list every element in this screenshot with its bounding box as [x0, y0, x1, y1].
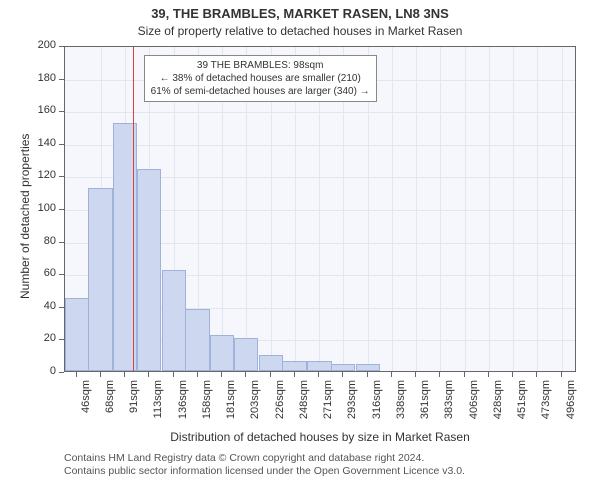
histogram-bar — [259, 355, 283, 371]
x-tick-label: 113sqm — [152, 380, 164, 430]
y-tick-label: 100 — [26, 202, 56, 214]
gridline-vertical — [489, 47, 490, 371]
x-tick-label: 226sqm — [274, 380, 286, 430]
annotation-line: ← 38% of detached houses are smaller (21… — [151, 72, 370, 85]
y-tick-mark — [59, 79, 64, 80]
x-tick-label: 158sqm — [201, 380, 213, 430]
x-tick-mark — [512, 372, 513, 377]
plot-area: 39 THE BRAMBLES: 98sqm← 38% of detached … — [64, 46, 576, 372]
x-tick-label: 293sqm — [346, 380, 358, 430]
chart-container: 39, THE BRAMBLES, MARKET RASEN, LN8 3NS … — [0, 0, 600, 500]
histogram-bar — [331, 364, 355, 371]
histogram-bar — [185, 309, 209, 371]
y-tick-mark — [59, 372, 64, 373]
x-tick-label: 181sqm — [225, 380, 237, 430]
y-tick-mark — [59, 144, 64, 145]
y-tick-label: 120 — [26, 169, 56, 181]
gridline-vertical — [513, 47, 514, 371]
y-tick-label: 20 — [26, 332, 56, 344]
gridline-vertical — [537, 47, 538, 371]
x-tick-mark — [367, 372, 368, 377]
x-tick-mark — [342, 372, 343, 377]
histogram-bar — [307, 361, 331, 371]
x-tick-label: 316sqm — [371, 380, 383, 430]
x-tick-mark — [488, 372, 489, 377]
y-tick-label: 160 — [26, 104, 56, 116]
gridline-vertical — [392, 47, 393, 371]
x-tick-mark — [439, 372, 440, 377]
reference-line — [133, 47, 134, 371]
gridline-vertical — [465, 47, 466, 371]
x-tick-label: 451sqm — [516, 380, 528, 430]
x-tick-label: 248sqm — [298, 380, 310, 430]
y-tick-mark — [59, 307, 64, 308]
x-tick-mark — [76, 372, 77, 377]
y-tick-mark — [59, 111, 64, 112]
x-tick-label: 338sqm — [395, 380, 407, 430]
x-tick-mark — [464, 372, 465, 377]
x-tick-mark — [173, 372, 174, 377]
annotation-line: 39 THE BRAMBLES: 98sqm — [151, 59, 370, 72]
y-tick-label: 40 — [26, 300, 56, 312]
histogram-bar — [282, 361, 306, 371]
x-tick-label: 496sqm — [565, 380, 577, 430]
gridline-vertical — [440, 47, 441, 371]
x-tick-mark — [221, 372, 222, 377]
x-tick-mark — [561, 372, 562, 377]
attribution: Contains HM Land Registry data © Crown c… — [64, 452, 465, 478]
x-tick-label: 406sqm — [468, 380, 480, 430]
histogram-bar — [356, 364, 380, 371]
histogram-bar — [88, 188, 112, 371]
x-tick-mark — [391, 372, 392, 377]
x-tick-mark — [148, 372, 149, 377]
x-tick-mark — [536, 372, 537, 377]
y-tick-label: 80 — [26, 235, 56, 247]
x-tick-label: 271sqm — [322, 380, 334, 430]
x-tick-label: 68sqm — [104, 380, 116, 430]
x-tick-label: 361sqm — [419, 380, 431, 430]
x-tick-mark — [245, 372, 246, 377]
x-tick-label: 136sqm — [177, 380, 189, 430]
x-tick-mark — [318, 372, 319, 377]
gridline-vertical — [416, 47, 417, 371]
gridline-vertical — [562, 47, 563, 371]
x-tick-mark — [197, 372, 198, 377]
x-axis-label: Distribution of detached houses by size … — [64, 430, 576, 444]
x-tick-mark — [294, 372, 295, 377]
y-tick-mark — [59, 209, 64, 210]
y-tick-mark — [59, 46, 64, 47]
histogram-bar — [162, 270, 186, 371]
histogram-bar — [137, 169, 161, 371]
y-tick-label: 140 — [26, 137, 56, 149]
attribution-line-1: Contains HM Land Registry data © Crown c… — [64, 452, 465, 465]
attribution-line-2: Contains public sector information licen… — [64, 465, 465, 478]
annotation-line: 61% of semi-detached houses are larger (… — [151, 85, 370, 98]
x-tick-mark — [270, 372, 271, 377]
y-tick-mark — [59, 339, 64, 340]
x-tick-mark — [415, 372, 416, 377]
y-tick-label: 0 — [26, 365, 56, 377]
histogram-bar — [210, 335, 234, 371]
x-tick-mark — [124, 372, 125, 377]
x-tick-mark — [100, 372, 101, 377]
y-tick-label: 60 — [26, 267, 56, 279]
y-tick-label: 180 — [26, 72, 56, 84]
y-tick-mark — [59, 176, 64, 177]
x-tick-label: 428sqm — [492, 380, 504, 430]
y-tick-mark — [59, 274, 64, 275]
chart-title-sub: Size of property relative to detached ho… — [0, 24, 600, 38]
histogram-bar — [65, 298, 89, 371]
x-tick-label: 383sqm — [443, 380, 455, 430]
chart-title-main: 39, THE BRAMBLES, MARKET RASEN, LN8 3NS — [0, 6, 600, 21]
y-tick-label: 200 — [26, 39, 56, 51]
x-tick-label: 91sqm — [128, 380, 140, 430]
x-tick-label: 203sqm — [249, 380, 261, 430]
x-tick-label: 473sqm — [540, 380, 552, 430]
y-tick-mark — [59, 242, 64, 243]
annotation-box: 39 THE BRAMBLES: 98sqm← 38% of detached … — [144, 55, 377, 102]
x-tick-label: 46sqm — [80, 380, 92, 430]
histogram-bar — [234, 338, 258, 371]
